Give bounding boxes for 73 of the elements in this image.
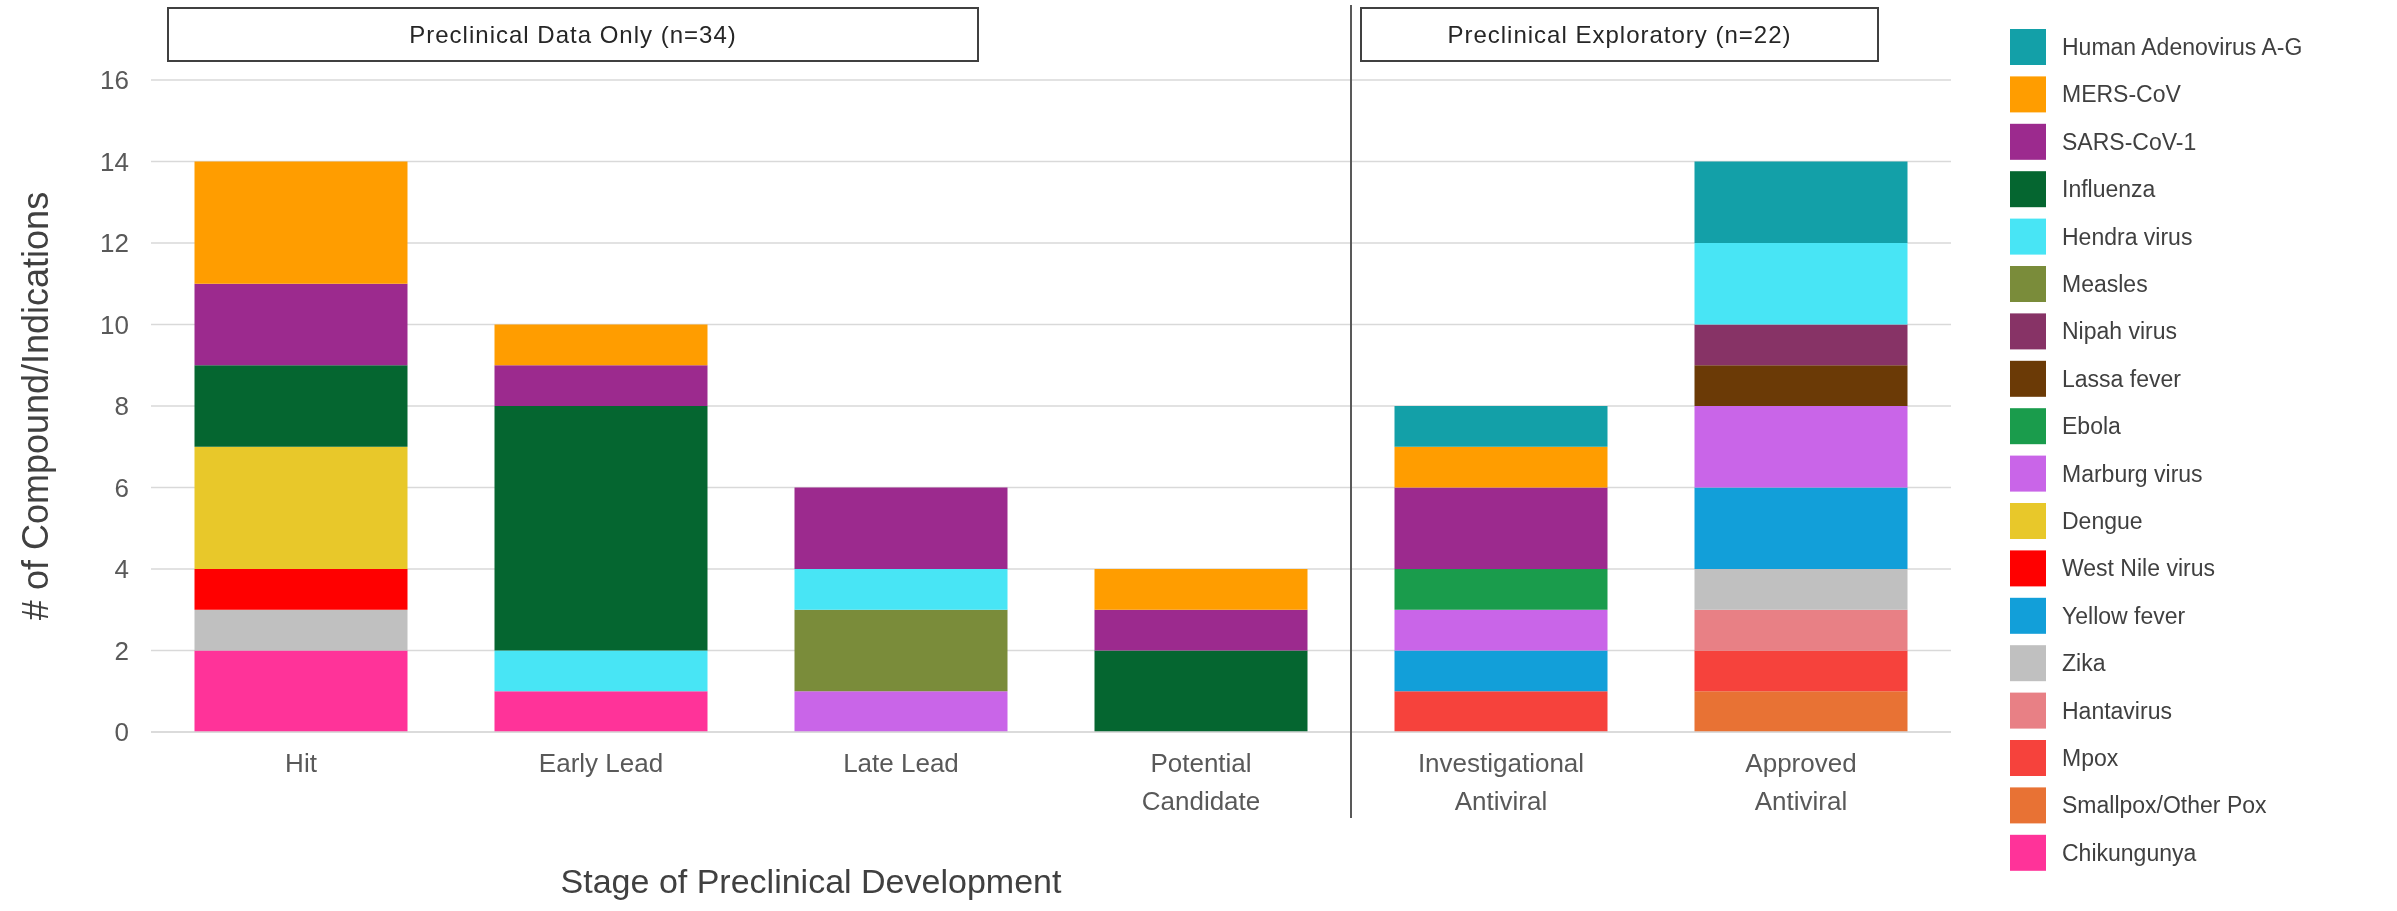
legend-label: Yellow fever bbox=[2062, 602, 2186, 629]
bar bbox=[1694, 243, 1908, 325]
legend-label: Chikungunya bbox=[2062, 839, 2197, 866]
bar bbox=[494, 406, 708, 651]
chart-title: Preclinical Exploratory (n=22) bbox=[1447, 20, 1792, 48]
legend-label: Influenza bbox=[2062, 176, 2156, 203]
bar bbox=[1394, 487, 1608, 569]
legend-label: SARS-CoV-1 bbox=[2062, 128, 2197, 155]
x-axis-title: Stage of Preclinical Development bbox=[560, 862, 1062, 900]
y-tick-label: 8 bbox=[114, 391, 129, 422]
x-tick-label: Investigational Antiviral bbox=[1417, 748, 1585, 816]
y-tick-label: 2 bbox=[114, 635, 129, 666]
bar bbox=[494, 365, 708, 406]
bar bbox=[1394, 406, 1608, 447]
bar bbox=[494, 650, 708, 692]
bar bbox=[794, 691, 1008, 732]
legend-label: Mpox bbox=[2062, 745, 2119, 772]
legend-label: Zika bbox=[2062, 650, 2106, 677]
bar bbox=[1094, 569, 1308, 610]
bar bbox=[194, 650, 408, 732]
chart-title: Preclinical Data Only (n=34) bbox=[409, 20, 737, 48]
x-tick-label: Approved Antiviral bbox=[1745, 748, 1857, 816]
legend-label: Human Adenovirus A-G bbox=[2062, 34, 2303, 61]
bar bbox=[794, 487, 1008, 569]
legend-label: Hendra virus bbox=[2062, 223, 2193, 250]
x-tick-label: Early Lead bbox=[538, 748, 664, 778]
x-tick-label: Hit bbox=[285, 748, 318, 778]
bar bbox=[1094, 650, 1308, 732]
bar bbox=[194, 365, 408, 447]
legend-label: Hantavirus bbox=[2062, 697, 2172, 724]
bar bbox=[794, 569, 1008, 610]
legend-label: Ebola bbox=[2062, 413, 2122, 440]
bar bbox=[1694, 691, 1908, 732]
legend-label: MERS-CoV bbox=[2062, 81, 2182, 108]
bar bbox=[194, 446, 408, 569]
bar bbox=[494, 324, 708, 366]
bar bbox=[1694, 365, 1908, 406]
y-axis-title: # of Compound/Indications bbox=[15, 191, 56, 621]
x-tick-label: Late Lead bbox=[843, 748, 959, 778]
bar bbox=[1694, 406, 1908, 488]
bar bbox=[794, 609, 1008, 692]
bar bbox=[194, 609, 408, 651]
y-tick-label: 0 bbox=[114, 717, 129, 748]
legend-label: West Nile virus bbox=[2062, 555, 2215, 582]
x-tick-label: Potential Candidate bbox=[1141, 748, 1261, 816]
y-tick-label: 14 bbox=[100, 146, 129, 177]
bar bbox=[1694, 161, 1908, 243]
y-tick-label: 10 bbox=[100, 309, 129, 340]
bar bbox=[494, 691, 708, 732]
bar bbox=[194, 569, 408, 610]
bar bbox=[1394, 691, 1608, 732]
bar bbox=[1694, 487, 1908, 569]
bar bbox=[1694, 324, 1908, 366]
y-tick-label: 16 bbox=[100, 65, 129, 96]
y-tick-label: 12 bbox=[100, 228, 129, 259]
legend-label: Smallpox/Other Pox bbox=[2062, 792, 2268, 819]
legend-label: Lassa fever bbox=[2062, 365, 2182, 392]
bar bbox=[1694, 569, 1908, 610]
y-tick-label: 4 bbox=[114, 554, 129, 585]
bar bbox=[1394, 569, 1608, 610]
bar bbox=[1394, 609, 1608, 651]
bar bbox=[194, 161, 408, 284]
legend-label: Measles bbox=[2062, 271, 2148, 298]
bar bbox=[1094, 609, 1308, 651]
legend-label: Marburg virus bbox=[2062, 460, 2203, 487]
bar bbox=[1394, 650, 1608, 692]
y-tick-label: 6 bbox=[114, 472, 129, 503]
legend-label: Nipah virus bbox=[2062, 318, 2178, 345]
bar bbox=[1694, 609, 1908, 651]
legend-label: Dengue bbox=[2062, 508, 2143, 535]
bar bbox=[194, 283, 408, 366]
bar bbox=[1394, 446, 1608, 488]
bar bbox=[1694, 650, 1908, 692]
